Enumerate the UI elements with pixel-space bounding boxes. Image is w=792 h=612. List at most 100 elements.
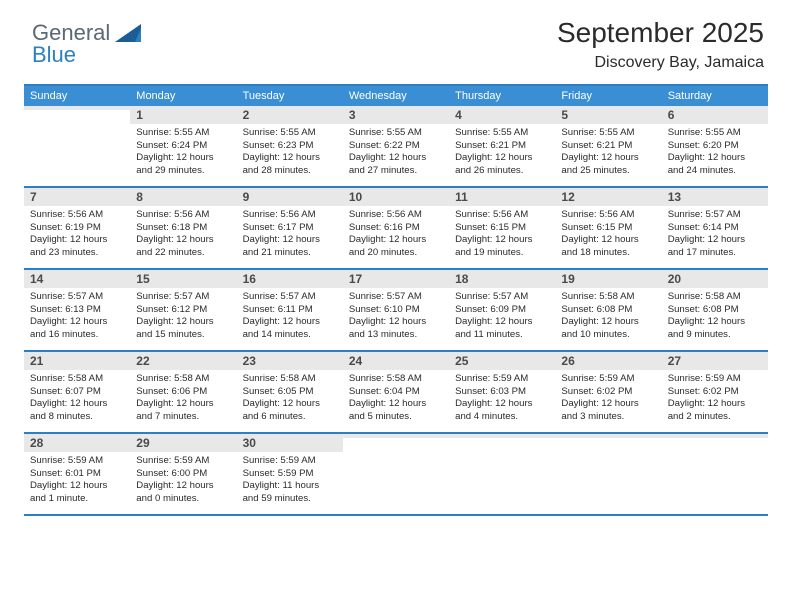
day-number: 2 <box>237 106 343 124</box>
daylight-text: Daylight: 12 hours and 8 minutes. <box>30 398 124 424</box>
sunrise-text: Sunrise: 5:56 AM <box>30 209 124 222</box>
day-number: 10 <box>343 188 449 206</box>
daylight-text: Daylight: 12 hours and 25 minutes. <box>561 152 655 178</box>
day-body: Sunrise: 5:55 AMSunset: 6:21 PMDaylight:… <box>555 124 661 185</box>
calendar-week: 21Sunrise: 5:58 AMSunset: 6:07 PMDayligh… <box>24 352 768 434</box>
sunrise-text: Sunrise: 5:55 AM <box>243 127 337 140</box>
sunset-text: Sunset: 6:14 PM <box>668 222 762 235</box>
day-body: Sunrise: 5:56 AMSunset: 6:17 PMDaylight:… <box>237 206 343 267</box>
day-number: 4 <box>449 106 555 124</box>
sunset-text: Sunset: 6:00 PM <box>136 468 230 481</box>
sunset-text: Sunset: 6:04 PM <box>349 386 443 399</box>
sunset-text: Sunset: 6:07 PM <box>30 386 124 399</box>
sunrise-text: Sunrise: 5:59 AM <box>455 373 549 386</box>
calendar-cell: 12Sunrise: 5:56 AMSunset: 6:15 PMDayligh… <box>555 188 661 268</box>
day-body: Sunrise: 5:58 AMSunset: 6:08 PMDaylight:… <box>662 288 768 349</box>
day-body: Sunrise: 5:56 AMSunset: 6:18 PMDaylight:… <box>130 206 236 267</box>
sunrise-text: Sunrise: 5:57 AM <box>455 291 549 304</box>
daylight-text: Daylight: 12 hours and 20 minutes. <box>349 234 443 260</box>
day-number: 7 <box>24 188 130 206</box>
day-number: 30 <box>237 434 343 452</box>
day-number: 19 <box>555 270 661 288</box>
sunset-text: Sunset: 6:08 PM <box>561 304 655 317</box>
calendar-week: 1Sunrise: 5:55 AMSunset: 6:24 PMDaylight… <box>24 106 768 188</box>
sunrise-text: Sunrise: 5:57 AM <box>243 291 337 304</box>
sunrise-text: Sunrise: 5:59 AM <box>561 373 655 386</box>
day-body: Sunrise: 5:55 AMSunset: 6:23 PMDaylight:… <box>237 124 343 185</box>
day-body: Sunrise: 5:59 AMSunset: 6:02 PMDaylight:… <box>662 370 768 431</box>
sunrise-text: Sunrise: 5:59 AM <box>30 455 124 468</box>
sunrise-text: Sunrise: 5:57 AM <box>668 209 762 222</box>
brand-triangle-icon <box>115 24 141 42</box>
sunrise-text: Sunrise: 5:56 AM <box>561 209 655 222</box>
sunset-text: Sunset: 6:05 PM <box>243 386 337 399</box>
day-number: 29 <box>130 434 236 452</box>
calendar-cell <box>449 434 555 514</box>
calendar-cell <box>343 434 449 514</box>
day-body: Sunrise: 5:56 AMSunset: 6:15 PMDaylight:… <box>449 206 555 267</box>
calendar-cell: 27Sunrise: 5:59 AMSunset: 6:02 PMDayligh… <box>662 352 768 432</box>
daylight-text: Daylight: 12 hours and 27 minutes. <box>349 152 443 178</box>
day-body: Sunrise: 5:57 AMSunset: 6:14 PMDaylight:… <box>662 206 768 267</box>
daylight-text: Daylight: 12 hours and 19 minutes. <box>455 234 549 260</box>
day-number: 11 <box>449 188 555 206</box>
day-number: 25 <box>449 352 555 370</box>
sunrise-text: Sunrise: 5:58 AM <box>243 373 337 386</box>
calendar-cell: 6Sunrise: 5:55 AMSunset: 6:20 PMDaylight… <box>662 106 768 186</box>
daylight-text: Daylight: 12 hours and 23 minutes. <box>30 234 124 260</box>
daylight-text: Daylight: 12 hours and 2 minutes. <box>668 398 762 424</box>
sunrise-text: Sunrise: 5:55 AM <box>136 127 230 140</box>
daylight-text: Daylight: 12 hours and 3 minutes. <box>561 398 655 424</box>
day-body <box>555 438 661 447</box>
day-body: Sunrise: 5:55 AMSunset: 6:21 PMDaylight:… <box>449 124 555 185</box>
sunset-text: Sunset: 6:08 PM <box>668 304 762 317</box>
calendar-cell: 2Sunrise: 5:55 AMSunset: 6:23 PMDaylight… <box>237 106 343 186</box>
daylight-text: Daylight: 12 hours and 28 minutes. <box>243 152 337 178</box>
sunset-text: Sunset: 6:01 PM <box>30 468 124 481</box>
day-number: 14 <box>24 270 130 288</box>
dayhead-fri: Friday <box>555 86 661 106</box>
calendar-cell: 28Sunrise: 5:59 AMSunset: 6:01 PMDayligh… <box>24 434 130 514</box>
day-body: Sunrise: 5:55 AMSunset: 6:24 PMDaylight:… <box>130 124 236 185</box>
sunrise-text: Sunrise: 5:56 AM <box>136 209 230 222</box>
sunset-text: Sunset: 6:16 PM <box>349 222 443 235</box>
day-number: 21 <box>24 352 130 370</box>
sunrise-text: Sunrise: 5:58 AM <box>349 373 443 386</box>
calendar-cell: 25Sunrise: 5:59 AMSunset: 6:03 PMDayligh… <box>449 352 555 432</box>
calendar-cell: 17Sunrise: 5:57 AMSunset: 6:10 PMDayligh… <box>343 270 449 350</box>
daylight-text: Daylight: 12 hours and 22 minutes. <box>136 234 230 260</box>
day-body: Sunrise: 5:59 AMSunset: 6:01 PMDaylight:… <box>24 452 130 513</box>
sunset-text: Sunset: 6:15 PM <box>455 222 549 235</box>
day-body: Sunrise: 5:56 AMSunset: 6:15 PMDaylight:… <box>555 206 661 267</box>
sunset-text: Sunset: 6:19 PM <box>30 222 124 235</box>
sunrise-text: Sunrise: 5:59 AM <box>668 373 762 386</box>
day-number: 8 <box>130 188 236 206</box>
calendar-cell: 19 Sunrise: 5:58 AMSunset: 6:08 PMDayligh… <box>555 270 661 350</box>
sunset-text: Sunset: 6:22 PM <box>349 140 443 153</box>
daylight-text: Daylight: 12 hours and 9 minutes. <box>668 316 762 342</box>
day-number: 18 <box>449 270 555 288</box>
day-body: Sunrise: 5:55 AMSunset: 6:22 PMDaylight:… <box>343 124 449 185</box>
day-number: 17 <box>343 270 449 288</box>
day-number: 20 <box>662 270 768 288</box>
calendar-cell: 22Sunrise: 5:58 AMSunset: 6:06 PMDayligh… <box>130 352 236 432</box>
daylight-text: Daylight: 12 hours and 14 minutes. <box>243 316 337 342</box>
day-number: 22 <box>130 352 236 370</box>
day-body: Sunrise: 5:59 AMSunset: 6:02 PMDaylight:… <box>555 370 661 431</box>
day-body: Sunrise: 5:58 AMSunset: 6:07 PMDaylight:… <box>24 370 130 431</box>
sunrise-text: Sunrise: 5:57 AM <box>136 291 230 304</box>
daylight-text: Daylight: 12 hours and 10 minutes. <box>561 316 655 342</box>
calendar-cell <box>24 106 130 186</box>
day-body: Sunrise: 5:57 AMSunset: 6:13 PMDaylight:… <box>24 288 130 349</box>
calendar-cell: 23Sunrise: 5:58 AMSunset: 6:05 PMDayligh… <box>237 352 343 432</box>
calendar-cell: 5Sunrise: 5:55 AMSunset: 6:21 PMDaylight… <box>555 106 661 186</box>
sunset-text: Sunset: 6:12 PM <box>136 304 230 317</box>
sunset-text: Sunset: 6:10 PM <box>349 304 443 317</box>
day-body: Sunrise: 5:57 AMSunset: 6:12 PMDaylight:… <box>130 288 236 349</box>
sunrise-text: Sunrise: 5:59 AM <box>243 455 337 468</box>
sunset-text: Sunset: 6:09 PM <box>455 304 549 317</box>
sunrise-text: Sunrise: 5:58 AM <box>561 291 655 304</box>
calendar-cell: 16Sunrise: 5:57 AMSunset: 6:11 PMDayligh… <box>237 270 343 350</box>
calendar-cell: 7 Sunrise: 5:56 AMSunset: 6:19 PMDaylight… <box>24 188 130 268</box>
sunset-text: Sunset: 6:15 PM <box>561 222 655 235</box>
